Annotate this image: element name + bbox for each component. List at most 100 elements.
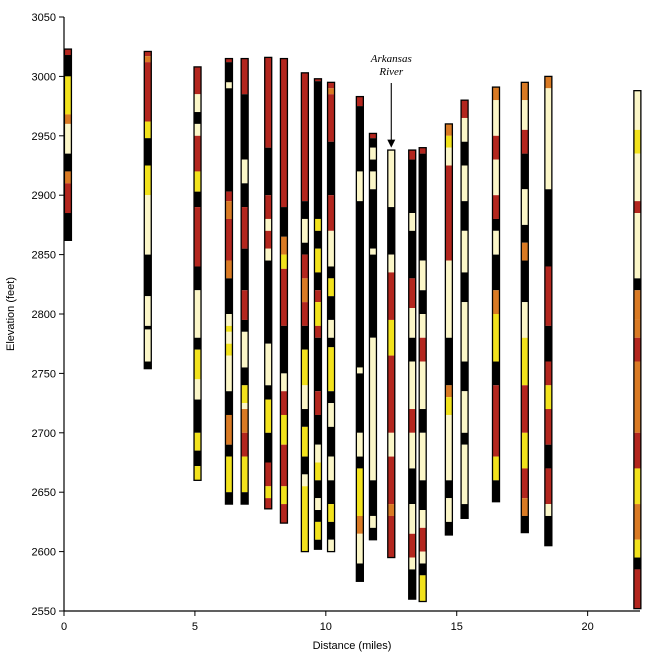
well-layer-segment	[369, 248, 377, 255]
well-layer-segment	[225, 82, 233, 89]
well-layer-segment	[241, 248, 249, 291]
well-layer-segment	[521, 260, 529, 303]
well-layer-segment	[408, 504, 416, 534]
well-layer-segment	[387, 207, 395, 255]
well-column	[63, 48, 73, 241]
y-tick-label: 2550	[32, 606, 56, 618]
well-column	[544, 75, 553, 547]
well-layer-segment	[387, 150, 395, 208]
well-layer-segment	[194, 466, 202, 481]
well-layer-segment	[144, 51, 152, 57]
well-layer-segment	[356, 367, 364, 374]
well-layer-segment	[241, 290, 249, 320]
well-layer-segment	[387, 432, 395, 457]
well-layer-segment	[633, 504, 641, 540]
well-layer-segment	[461, 141, 469, 166]
well-layer-segment	[356, 468, 364, 516]
well-outline	[491, 86, 501, 503]
well-layer-segment	[419, 563, 427, 576]
well-layer-segment	[369, 171, 377, 190]
well-layer-segment	[225, 343, 233, 356]
well-layer-segment	[445, 260, 453, 338]
well-layer-segment	[461, 272, 469, 303]
well-layer-segment	[194, 66, 202, 95]
well-layer-segment	[314, 272, 322, 291]
well-layer-segment	[327, 480, 335, 505]
well-layer-segment	[280, 391, 288, 415]
well-layer-segment	[327, 456, 335, 481]
well-column	[224, 57, 234, 505]
well-layer-segment	[408, 213, 416, 231]
well-layer-segment	[314, 290, 322, 303]
axes-layer: 2550 2600 2650 2700 2750 2800 2850 2900 2950 3000…	[32, 12, 640, 633]
well-layer-segment	[241, 319, 249, 332]
well-layer-segment	[492, 456, 500, 481]
well-layer-segment	[194, 379, 202, 400]
well-layer-segment	[280, 268, 288, 326]
well-layer-segment	[419, 153, 427, 261]
y-tick-label: 2750	[32, 368, 56, 380]
well-outline	[544, 75, 553, 547]
well-layer-segment	[241, 385, 249, 404]
well-layer-segment	[225, 62, 233, 83]
well-layer-segment	[301, 218, 309, 243]
well-layer-segment	[369, 337, 377, 481]
well-layer-segment	[225, 191, 233, 202]
well-layer-segment	[314, 325, 322, 338]
well-layer-segment	[492, 480, 500, 502]
well-layer-segment	[327, 521, 335, 540]
well-column	[460, 99, 469, 519]
well-layer-segment	[387, 254, 395, 273]
y-tick-label: 2800	[32, 309, 56, 321]
well-layer-segment	[327, 82, 335, 89]
well-layer-segment	[280, 207, 288, 237]
well-layer-segment	[301, 72, 309, 202]
well-layer-segment	[521, 498, 529, 516]
well-layer-segment	[241, 492, 249, 505]
well-layer-segment	[301, 201, 309, 219]
well-layer-segment	[194, 349, 202, 380]
well-layer-segment	[194, 399, 202, 433]
y-tick-label: 2700	[32, 428, 56, 440]
well-layer-segment	[327, 539, 335, 552]
well-layer-segment	[64, 114, 72, 124]
well-layer-segment	[194, 337, 202, 350]
well-layer-segment	[194, 450, 202, 467]
well-column	[444, 123, 454, 536]
well-layer-segment	[327, 347, 335, 392]
well-layer-segment	[521, 129, 529, 154]
well-column	[313, 78, 323, 550]
well-layer-segment	[225, 331, 233, 344]
well-column	[633, 90, 642, 610]
well-layer-segment	[387, 355, 395, 433]
well-layer-segment	[419, 527, 427, 552]
well-layer-segment	[419, 314, 427, 338]
well-layer-segment	[264, 498, 272, 509]
well-layer-segment	[241, 58, 249, 95]
well-layer-segment	[369, 527, 377, 540]
y-axis-title: Elevation (feet)	[5, 277, 17, 351]
well-layer-segment	[241, 159, 249, 184]
well-layer-segment	[301, 456, 309, 475]
well-layer-segment	[408, 337, 416, 362]
well-layer-segment	[408, 150, 416, 160]
well-layer-segment	[544, 515, 552, 546]
well-layer-segment	[194, 123, 202, 136]
well-layer-segment	[419, 432, 427, 481]
well-layer-segment	[264, 147, 272, 196]
well-layer-segment	[419, 551, 427, 564]
well-layer-segment	[280, 486, 288, 505]
well-layer-segment	[327, 319, 335, 338]
well-layer-segment	[301, 474, 309, 487]
x-ticks: 0 5 10 15 20	[61, 611, 594, 633]
well-layer-segment	[225, 58, 233, 63]
well-layer-segment	[241, 183, 249, 208]
well-layer-segment	[264, 385, 272, 400]
well-layer-segment	[264, 486, 272, 499]
well-layer-segment	[280, 373, 288, 392]
well-layer-segment	[492, 195, 500, 219]
well-layer-segment	[461, 432, 469, 445]
well-layer-segment	[369, 515, 377, 528]
well-layer-segment	[544, 444, 552, 469]
well-layer-segment	[633, 569, 641, 609]
